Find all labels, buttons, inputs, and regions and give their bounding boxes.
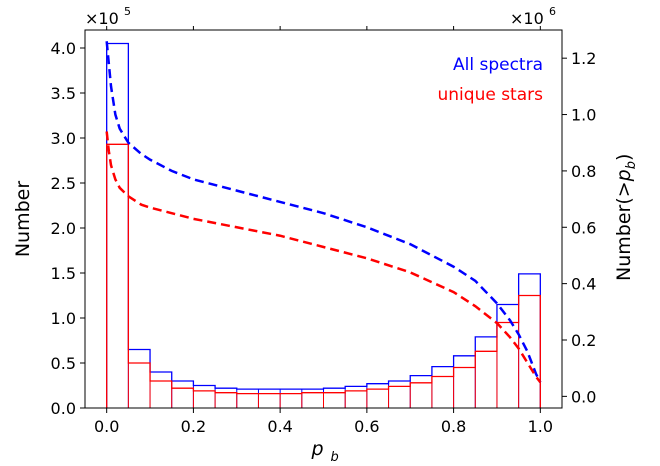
left-multiplier-exp: 5 <box>124 5 131 18</box>
left-y-axis-label: Number <box>12 181 34 258</box>
left-tick-label-0: 0.0 <box>51 399 76 418</box>
legend-label-0: All spectra <box>453 55 543 75</box>
right-tick-label-1: 0.2 <box>571 331 596 350</box>
left-multiplier: ×10 <box>85 9 119 28</box>
right-tick-label-2: 0.4 <box>571 275 596 294</box>
right-tick-label-0: 0.0 <box>571 387 596 406</box>
x-axis-label-sub: b <box>331 450 339 465</box>
x-tick-label-3: 0.6 <box>354 417 379 436</box>
x-tick-label-0: 0.0 <box>94 417 119 436</box>
x-axis-label: p <box>310 438 323 460</box>
right-y-axis-label-part-1: p <box>613 169 635 182</box>
right-tick-label-6: 1.2 <box>571 49 596 68</box>
left-tick-label-2: 1.0 <box>51 309 76 328</box>
left-tick-label-1: 0.5 <box>51 354 76 373</box>
left-tick-label-7: 3.5 <box>51 84 76 103</box>
legend: All spectra unique stars <box>438 55 544 105</box>
x-tick-label-4: 0.8 <box>441 417 466 436</box>
plot-frame <box>84 29 563 409</box>
left-tick-label-3: 1.5 <box>51 264 76 283</box>
cumulative-curve-0 <box>105 41 542 383</box>
left-tick-label-6: 3.0 <box>51 129 76 148</box>
right-y-axis-label-text: Number(>pb) <box>613 154 639 281</box>
left-tick-label-4: 2.0 <box>51 219 76 238</box>
left-tick-label-8: 4.0 <box>51 39 76 58</box>
right-tick-label-5: 1.0 <box>571 106 596 125</box>
x-tick-label-2: 0.4 <box>267 417 292 436</box>
left-tick-label-5: 2.5 <box>51 174 76 193</box>
right-multiplier-exp: 6 <box>549 5 556 18</box>
right-y-axis-label: Number(>pb) <box>613 154 639 281</box>
right-y-axis-label-part-0: Number(> <box>613 181 635 281</box>
cumulative-curve-1 <box>105 131 542 384</box>
legend-label-1: unique stars <box>438 85 544 105</box>
x-tick-label-1: 0.2 <box>181 417 206 436</box>
x-tick-label-5: 1.0 <box>528 417 553 436</box>
data-layer <box>105 41 542 408</box>
right-tick-label-3: 0.6 <box>571 218 596 237</box>
right-y-axis-label-part-2: b <box>624 161 639 169</box>
right-y-axis-label-part-3: ) <box>613 154 635 161</box>
right-multiplier: ×10 <box>510 9 544 28</box>
axes: 0.0 0.2 0.4 0.6 0.8 1.0 0.0 0.5 1.0 1.5 2.0 2.5 3.0 3… <box>51 5 597 436</box>
right-tick-label-4: 0.8 <box>571 162 596 181</box>
